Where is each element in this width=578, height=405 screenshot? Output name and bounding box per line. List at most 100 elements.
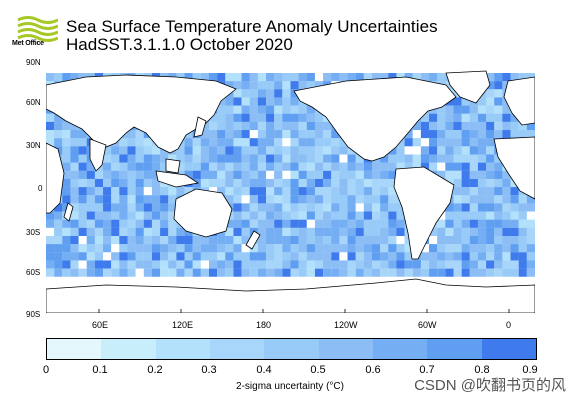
grid-cell: [363, 260, 372, 269]
lon-label: 120E: [172, 320, 194, 330]
grid-cell: [372, 268, 381, 277]
lat-label: 30S: [26, 228, 41, 237]
met-office-logo-icon: [17, 16, 58, 42]
grid-cell: [62, 146, 71, 155]
grid-cell: [437, 138, 446, 147]
arctic-nodata: [46, 63, 535, 73]
grid-cell: [94, 203, 104, 212]
grid-cell: [510, 73, 519, 82]
grid-cell: [217, 97, 226, 106]
grid-cell: [209, 138, 218, 147]
grid-cell: [86, 211, 95, 220]
grid-cell: [241, 211, 250, 220]
grid-cell: [54, 211, 63, 220]
grid-cell: [469, 244, 478, 253]
grid-cell: [372, 162, 381, 171]
grid-cell: [282, 105, 291, 114]
grid-cell: [494, 178, 503, 188]
grid-cell: [103, 227, 112, 236]
grid-cell: [331, 268, 340, 277]
grid-cell: [461, 178, 470, 188]
grid-cell: [518, 121, 527, 131]
grid-cell: [355, 187, 364, 196]
grid-cell: [111, 227, 120, 236]
grid-cell: [331, 211, 340, 220]
grid-cell: [314, 260, 324, 269]
grid-cell: [233, 244, 242, 253]
grid-cell: [160, 236, 169, 245]
grid-cell: [160, 244, 169, 253]
grid-cell: [151, 154, 161, 163]
grid-cell: [62, 178, 71, 188]
grid-cell: [510, 268, 519, 277]
grid-cell: [111, 195, 120, 204]
grid-cell: [355, 219, 364, 228]
grid-cell: [233, 162, 242, 171]
grid-cell: [233, 89, 242, 98]
grid-cell: [510, 227, 519, 236]
grid-cell: [257, 187, 267, 196]
grid-cell: [135, 244, 144, 253]
grid-cell: [151, 162, 161, 171]
grid-cell: [62, 219, 71, 228]
grid-cell: [249, 105, 258, 114]
grid-cell: [323, 236, 332, 245]
grid-cell: [437, 154, 446, 163]
grid-cell: [70, 130, 79, 139]
grid-cell: [282, 219, 291, 228]
grid-cell: [388, 73, 397, 82]
grid-cell: [461, 121, 470, 131]
grid-cell: [86, 268, 95, 277]
grid-cell: [486, 187, 495, 196]
grid-cell: [225, 178, 234, 188]
grid-cell: [404, 138, 413, 147]
grid-cell: [314, 219, 324, 228]
grid-cell: [127, 138, 136, 147]
grid-cell: [469, 154, 478, 163]
grid-cell: [184, 252, 193, 261]
grid-cell: [46, 138, 55, 147]
grid-cell: [331, 195, 340, 204]
grid-cell: [420, 113, 430, 122]
map-title: Sea Surface Temperature Anomaly Uncertai…: [66, 17, 438, 36]
grid-cell: [54, 227, 63, 236]
grid-cell: [282, 178, 291, 188]
grid-cell: [209, 130, 218, 139]
grid-cell: [225, 105, 234, 114]
grid-cell: [111, 146, 120, 155]
colorbar-tick: 0.3: [201, 364, 217, 376]
grid-cell: [453, 260, 462, 269]
grid-cell: [62, 138, 71, 147]
grid-cell: [347, 187, 356, 196]
grid-cell: [290, 138, 299, 147]
grid-cell: [518, 236, 527, 245]
grid-cell: [266, 130, 275, 139]
grid-cell: [209, 236, 218, 245]
grid-cell: [298, 146, 307, 155]
grid-cell: [469, 260, 478, 269]
grid-cell: [217, 130, 226, 139]
grid-cell: [347, 146, 356, 155]
grid-cell: [266, 227, 275, 236]
grid-cell: [160, 252, 169, 261]
grid-cell: [151, 178, 161, 188]
grid-cell: [494, 73, 503, 82]
grid-cell: [249, 178, 258, 188]
grid-cell: [363, 219, 372, 228]
grid-cell: [103, 219, 112, 228]
grid-cell: [510, 187, 519, 196]
grid-cell: [192, 268, 201, 277]
grid-cell: [477, 203, 487, 212]
grid-cell: [86, 244, 95, 253]
grid-cell: [111, 203, 120, 212]
grid-cell: [62, 187, 71, 196]
grid-cell: [461, 236, 470, 245]
grid-cell: [266, 252, 275, 261]
grid-cell: [323, 162, 332, 171]
grid-cell: [420, 244, 430, 253]
grid-cell: [160, 268, 169, 277]
grid-cell: [217, 178, 226, 188]
grid-cell: [461, 227, 470, 236]
grid-cell: [143, 268, 152, 277]
grid-cell: [274, 121, 283, 131]
